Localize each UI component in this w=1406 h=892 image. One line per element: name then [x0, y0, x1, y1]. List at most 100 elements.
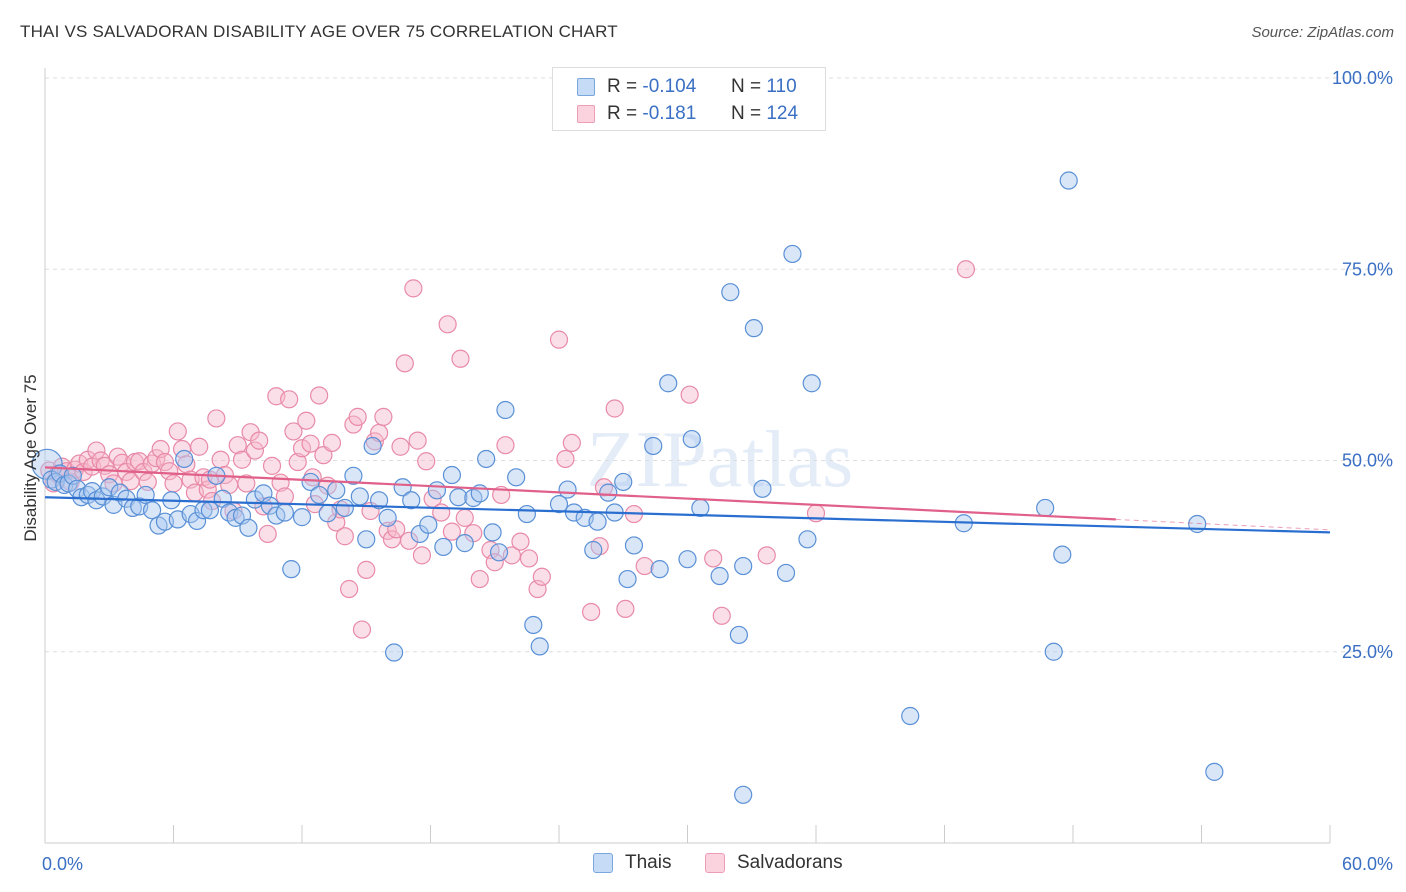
salvadoran-point — [757, 546, 776, 565]
thai-point — [776, 563, 796, 583]
salvadoran-point — [297, 411, 316, 430]
salvadoran-point — [712, 606, 731, 625]
salvadoran-point — [168, 422, 187, 441]
legend-r-label: R = — [607, 76, 638, 97]
salvadoran-point — [232, 450, 252, 469]
salvadorans-legend-label: Salvadorans — [737, 852, 843, 873]
salvadoran-point — [704, 549, 723, 568]
salvadoran-point — [391, 437, 410, 456]
salvadoran-point — [155, 452, 175, 472]
thai-point — [496, 400, 515, 420]
thai-point — [734, 556, 753, 576]
legend-row-thais: R = -0.104 N = 110 — [577, 74, 797, 100]
thai-point — [187, 511, 207, 531]
salvadoran-point — [335, 527, 354, 546]
thai-point — [678, 550, 697, 569]
thai-trend-line — [44, 496, 1331, 534]
salvadoran-point — [228, 436, 247, 455]
thai-point — [292, 508, 312, 527]
salvadoran-point — [408, 431, 427, 450]
thai-point — [517, 504, 536, 524]
thai-point — [901, 706, 920, 726]
salvadoran-point — [451, 349, 470, 368]
thai-point — [588, 512, 607, 531]
thai-point — [614, 472, 633, 492]
thai-point — [335, 498, 354, 518]
thai-point — [301, 472, 320, 492]
salvadoran-point — [432, 503, 451, 522]
salvadoran-point — [301, 434, 320, 453]
salvadoran-point — [496, 436, 515, 455]
thai-point — [455, 534, 474, 553]
salvadoran-point — [532, 567, 551, 586]
thai-point — [744, 319, 763, 338]
salvadoran-point — [680, 385, 699, 404]
thai-point — [507, 468, 526, 487]
thai-point — [1036, 498, 1055, 518]
salvadoran-point — [280, 390, 299, 409]
salvadoran-point — [470, 569, 489, 589]
salvadoran-point — [616, 599, 635, 619]
thai-point — [393, 478, 412, 497]
salvadoran-point — [211, 450, 230, 469]
salvadoran-point — [262, 456, 282, 475]
y-axis-label: Disability Age Over 75 — [21, 374, 40, 541]
axis-labels: 25.0% 50.0% 75.0% 100.0% 0.0% 60.0% Disability… — [21, 68, 1393, 874]
salvadoran-point — [207, 409, 226, 428]
thai-point — [798, 530, 817, 549]
legend-n-value-salvadorans: 124 — [766, 103, 799, 124]
thai-point — [350, 487, 369, 506]
thai-point — [650, 560, 669, 579]
trend-lines — [44, 466, 1331, 534]
salvadorans-swatch — [577, 105, 595, 123]
salvadorans-legend-swatch — [705, 853, 725, 873]
axes — [44, 68, 1331, 844]
salvadoran-point — [357, 560, 376, 579]
thai-point — [275, 503, 294, 522]
legend-item-salvadorans[interactable]: Salvadorans — [705, 852, 843, 874]
salvadoran-trend-line — [44, 466, 1116, 521]
x-tick-label: 0.0% — [42, 854, 83, 874]
thai-point — [1205, 762, 1224, 781]
thai-point — [734, 785, 753, 804]
thai-point — [1044, 642, 1063, 661]
thai-point — [427, 481, 447, 500]
salvadoran-point — [348, 407, 367, 426]
series-legend: Thais Salvadorans — [0, 852, 1406, 876]
correlation-legend: R = -0.104 N = 110 R = -0.181 N = 124 — [552, 67, 826, 131]
legend-r-value-salvadorans: -0.181 — [642, 103, 697, 124]
salvadoran-point — [164, 474, 183, 493]
salvadoran-point — [340, 579, 359, 599]
y-tick-label: 75.0% — [1342, 259, 1393, 279]
salvadoran-point — [605, 399, 624, 418]
salvadoran-point — [635, 556, 654, 576]
thai-point — [477, 449, 496, 469]
legend-item-thais[interactable]: Thais — [593, 852, 671, 874]
salvadoran-point — [352, 620, 372, 639]
thai-point — [357, 530, 376, 549]
salvadoran-point — [87, 441, 106, 460]
legend-n-label: N = — [730, 103, 762, 124]
thai-point — [644, 436, 663, 456]
thai-point — [1059, 171, 1078, 190]
legend-n-value-thais: 110 — [766, 76, 797, 97]
y-tick-label: 25.0% — [1342, 642, 1393, 662]
thai-point — [489, 543, 509, 562]
legend-n-label: N = — [730, 76, 762, 97]
thai-point — [363, 436, 382, 456]
salvadoran-point — [485, 553, 504, 572]
thai-point — [721, 283, 740, 302]
thai-point — [753, 479, 772, 498]
salvadoran-point — [245, 441, 264, 460]
thai-point — [729, 625, 749, 645]
salvadoran-point — [395, 354, 414, 373]
salvadoran-point — [511, 532, 530, 551]
thai-point — [260, 496, 279, 515]
thai-point — [370, 491, 389, 510]
thai-point — [618, 569, 637, 589]
thai-point — [384, 643, 404, 662]
legend-r-label: R = — [607, 103, 638, 124]
salvadoran-point — [556, 449, 575, 469]
thai-points — [31, 171, 1224, 804]
thai-point — [710, 566, 729, 586]
